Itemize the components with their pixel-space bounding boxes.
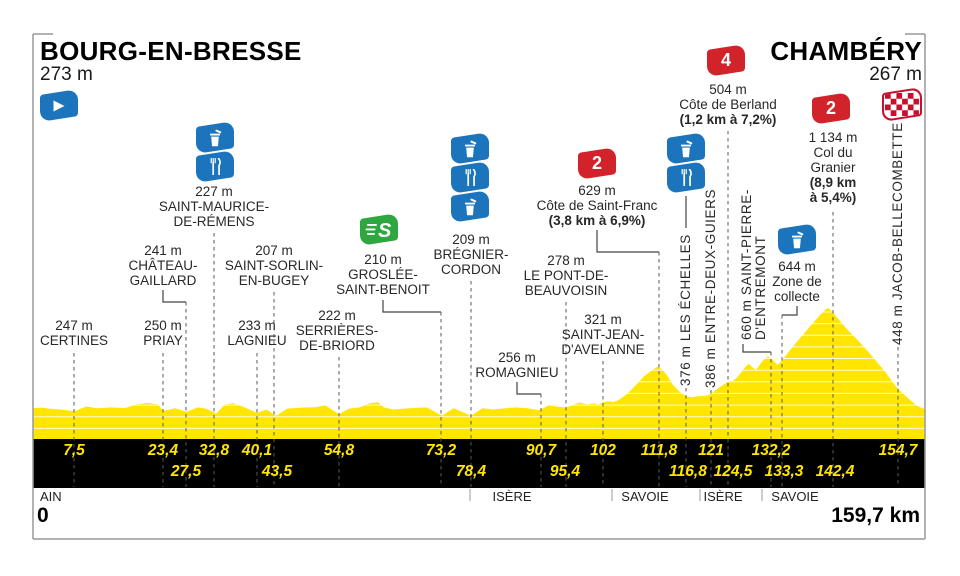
department-label-3: ISÈRE — [703, 489, 743, 504]
km-label-romagnieu: 90,7 — [525, 442, 557, 459]
km-label-serrieres: 54,8 — [323, 442, 355, 459]
km-label-echelles: 116,8 — [669, 463, 707, 480]
department-label-1: ISÈRE — [492, 489, 532, 504]
total-distance-label: 159,7 km — [831, 504, 920, 527]
sprint-icon: S — [360, 212, 398, 247]
km-label-collecte: 133,3 — [764, 463, 804, 480]
finish-city-title: CHAMBÉRY — [770, 36, 922, 66]
waypoint-label-priay: 250 m PRIAY — [143, 318, 183, 348]
km-label-certines: 7,5 — [63, 442, 85, 459]
km-label-sorlin: 43,5 — [261, 463, 293, 480]
elevation-profile — [33, 308, 925, 440]
waypoint-label-lagnieu: 233 m LAGNIEU — [227, 318, 287, 348]
waypoint-label-echelles: 376 m LES ÉCHELLES — [678, 234, 693, 386]
km-label-stpierre: 132,2 — [751, 442, 791, 459]
waypoint-label-granier: 1 134 m Col du Granier (8,9 km à 5,4%) — [808, 130, 858, 205]
start-city-elevation: 273 m — [40, 64, 93, 85]
waypoint-label-serrieres: 222 m SERRIÈRES- DE-BRIORD — [295, 308, 379, 353]
waypoint-label-stfranc: 629 m Côte de Saint-Franc (3,8 km à 6,9%) — [536, 183, 658, 228]
waypoint-label-groslee: 210 m GROSLÉE- SAINT-BENOIT — [336, 252, 430, 297]
waypoint-label-sorlin: 207 m SAINT-SORLIN- EN-BUGEY — [224, 243, 324, 288]
km-label-chateau: 27,5 — [170, 463, 202, 480]
department-label-0: AIN — [40, 489, 62, 504]
waypoint-label-romagnieu: 256 m ROMAGNIEU — [475, 350, 559, 380]
waste-icon — [196, 120, 234, 155]
km-label-jacob: 154,7 — [878, 442, 918, 459]
waypoint-label-collecte: 644 m Zone de collecte — [772, 259, 822, 304]
waste-icon — [451, 189, 489, 224]
km-label-entredeux: 121 — [698, 442, 724, 459]
waypoint-label-berland: 504 m Côte de Berland (1,2 km à 7,2%) — [679, 82, 777, 127]
km-label-lagnieu: 40,1 — [241, 442, 273, 459]
start-km-label: 0 — [37, 504, 49, 527]
waypoint-label-maurice: 227 m SAINT-MAURICE- DE-RÉMENS — [158, 184, 270, 229]
svg-text:S: S — [378, 220, 392, 242]
waypoint-label-chateau: 241 m CHÂTEAU- GAILLARD — [128, 243, 198, 288]
feed-icon — [196, 149, 234, 184]
km-label-berland: 124,5 — [713, 463, 753, 480]
km-label-maurice: 32,8 — [198, 442, 230, 459]
waypoint-label-certines: 247 m CERTINES — [39, 318, 108, 348]
waste-icon — [451, 131, 489, 166]
km-label-stjean: 102 — [590, 442, 616, 459]
feed-icon — [667, 160, 705, 195]
finish-city-elevation: 267 m — [869, 64, 922, 85]
start-flag-icon — [40, 88, 78, 123]
waypoint-label-jacob: 448 m JACOB-BELLECOMBETTE — [890, 122, 905, 345]
waypoint-label-stjean: 321 m SAINT-JEAN- D'AVELANNE — [561, 312, 645, 357]
km-label-groslee: 73,2 — [425, 442, 457, 459]
feed-icon — [451, 160, 489, 195]
waste-icon — [667, 131, 705, 166]
waste-icon — [778, 222, 816, 257]
start-city-title: BOURG-EN-BRESSE — [40, 36, 302, 66]
km-label-stfranc: 111,8 — [640, 442, 678, 459]
waypoint-label-bregnier: 209 m BRÉGNIER- CORDON — [433, 232, 509, 277]
km-label-priay: 23,4 — [147, 442, 179, 459]
km-label-pont: 95,4 — [549, 463, 581, 480]
department-label-4: SAVOIE — [771, 489, 819, 504]
km-label-granier: 142,4 — [815, 463, 855, 480]
km-label-bregnier: 78,4 — [455, 463, 487, 480]
chart-frame — [32, 33, 926, 540]
finish-flag-icon — [882, 86, 922, 123]
distance-bar — [33, 439, 925, 488]
department-label-2: SAVOIE — [621, 489, 669, 504]
waypoint-label-pont: 278 m LE PONT-DE- BEAUVOISIN — [523, 253, 609, 298]
